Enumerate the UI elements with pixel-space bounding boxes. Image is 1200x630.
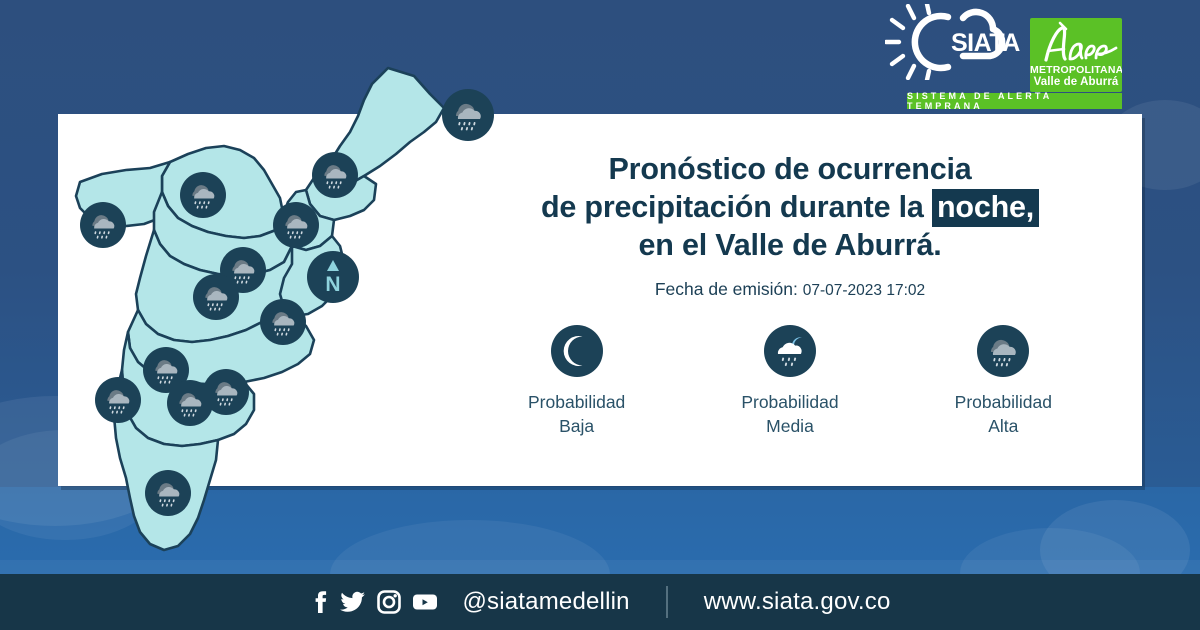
- legend-item-alta: Probabilidad Alta: [918, 325, 1088, 438]
- moon-rain-cloud-icon: [763, 325, 816, 377]
- legend-label-line1: Probabilidad: [954, 392, 1052, 412]
- title-line-3: en el Valle de Aburrá.: [638, 228, 942, 262]
- moon-icon: [550, 325, 603, 377]
- youtube-icon[interactable]: [412, 590, 438, 614]
- legend-item-label: Probabilidad Baja: [528, 390, 625, 438]
- emission-label: Fecha de emisión:: [654, 279, 798, 299]
- legend-label-line1: Probabilidad: [528, 392, 626, 412]
- instagram-icon[interactable]: [377, 590, 402, 614]
- map-marker[interactable]: [203, 369, 249, 415]
- map-marker[interactable]: [273, 202, 319, 248]
- page-title: Pronóstico de ocurrencia de precipitació…: [470, 150, 1110, 264]
- map-marker[interactable]: [193, 274, 239, 320]
- website-url[interactable]: www.siata.gov.co: [703, 588, 891, 615]
- legend-item-media: Probabilidad Media: [705, 325, 875, 438]
- title-line-2: de precipitación durante la noche,: [470, 188, 1110, 227]
- tagline-text: SISTEMA DE ALERTA TEMPRANA: [907, 91, 1053, 111]
- social-handle[interactable]: @siatamedellin: [462, 588, 630, 615]
- legend-label-line1: Probabilidad: [741, 392, 839, 412]
- legend-item-label: Probabilidad Media: [741, 390, 838, 438]
- facebook-icon[interactable]: [309, 590, 329, 614]
- area-metropolitana-logo: METROPOLITANA Valle de Aburrá: [1030, 18, 1122, 92]
- headline-block: Pronóstico de ocurrencia de precipitació…: [470, 150, 1110, 300]
- social-icons: [309, 590, 438, 614]
- valle-de-aburra-map: N: [58, 50, 494, 570]
- title-highlight-noche: noche,: [931, 189, 1040, 227]
- legend-label-line2: Baja: [559, 416, 595, 436]
- svg-text:SIATA: SIATA: [951, 29, 1020, 57]
- emission-value: 07-07-2023 17:02: [802, 282, 926, 299]
- map-marker[interactable]: [312, 152, 358, 198]
- title-line-1: Pronóstico de ocurrencia: [608, 152, 972, 186]
- tagline-bar: SISTEMA DE ALERTA TEMPRANA: [907, 91, 1122, 111]
- map-marker[interactable]: [442, 89, 494, 141]
- map-marker[interactable]: [143, 347, 189, 393]
- area-script-icon: [1030, 20, 1122, 66]
- siata-logo: SIATA: [883, 1, 1025, 83]
- map-marker[interactable]: [80, 202, 126, 248]
- twitter-icon[interactable]: [340, 590, 366, 614]
- legend-label-line2: Media: [766, 416, 814, 436]
- compass-north-label: N: [325, 273, 340, 296]
- legend-label-line2: Alta: [988, 416, 1019, 436]
- map-marker[interactable]: [167, 380, 213, 426]
- map-marker[interactable]: [145, 470, 191, 516]
- compass-rose: N: [307, 251, 359, 303]
- emission-date: Fecha de emisión: 07-07-2023 17:02: [470, 279, 1110, 300]
- probability-legend: Probabilidad Baja Probabilidad Media Probabi…: [470, 325, 1110, 438]
- map-marker[interactable]: [95, 377, 141, 423]
- footer-bar: @siatamedellin www.siata.gov.co: [0, 574, 1200, 630]
- map-marker[interactable]: [180, 172, 226, 218]
- area-line2: Valle de Aburrá: [1033, 76, 1119, 88]
- area-line1: METROPOLITANA: [1030, 64, 1122, 76]
- map-marker[interactable]: [260, 299, 306, 345]
- legend-item-baja: Probabilidad Baja: [492, 325, 662, 438]
- footer-divider: [665, 586, 668, 618]
- background-band: [0, 560, 1200, 576]
- rain-cloud-icon: [977, 325, 1030, 377]
- title-line-2-text: de precipitación durante la: [540, 190, 932, 224]
- legend-item-label: Probabilidad Alta: [955, 390, 1052, 438]
